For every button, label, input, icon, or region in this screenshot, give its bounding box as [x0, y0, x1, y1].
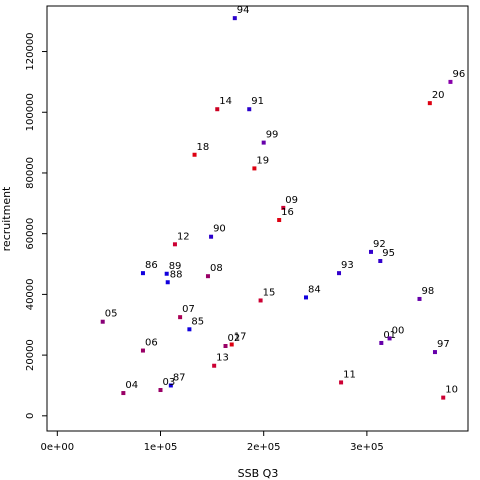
data-point: [281, 205, 286, 210]
y-axis: 0 20000 40000 60000 80000 100000 120000: [25, 32, 47, 419]
data-point: [164, 271, 169, 276]
point-label: 95: [382, 248, 395, 259]
point-label: 14: [219, 96, 232, 107]
data-point: [209, 234, 214, 239]
point-label: 98: [422, 286, 435, 297]
point-label: 11: [343, 369, 356, 380]
point-label: 99: [266, 130, 279, 141]
data-point: [252, 166, 257, 171]
x-tick-label: 1e+05: [144, 442, 178, 453]
data-point: [172, 242, 177, 247]
point-label: 90: [213, 224, 226, 235]
data-point: [369, 249, 374, 254]
y-tick-label: 20000: [25, 339, 36, 371]
point-label: 06: [145, 338, 158, 349]
data-point: [158, 388, 163, 393]
data-point: [303, 295, 308, 300]
point-label: 91: [251, 96, 264, 107]
data-point: [379, 340, 384, 345]
point-label: 93: [341, 260, 354, 271]
point-label: 01: [383, 330, 396, 341]
data-point: [232, 16, 237, 21]
point-label: 88: [170, 269, 183, 280]
point-label: 97: [437, 339, 450, 350]
data-point: [339, 380, 344, 385]
point-label: 19: [256, 155, 269, 166]
y-tick-label: 120000: [25, 32, 36, 70]
data-point: [165, 280, 170, 285]
data-point: [378, 259, 383, 263]
x-axis: 0e+00 1e+05 2e+05 3e+05: [41, 431, 384, 453]
data-point: [441, 395, 446, 400]
y-tick-label: 60000: [25, 218, 36, 250]
point-label: 17: [234, 331, 247, 342]
data-point: [205, 274, 210, 279]
data-point: [229, 342, 234, 347]
data-point: [140, 348, 145, 353]
data-point: [215, 107, 220, 112]
point-label: 00: [392, 325, 405, 336]
data-point: [212, 363, 217, 368]
point-label: 15: [263, 287, 276, 298]
point-label: 07: [182, 304, 195, 315]
data-point: [192, 152, 197, 157]
y-axis-title: recruitment: [0, 186, 13, 251]
point-label: 20: [432, 90, 445, 101]
point-label: 04: [125, 380, 138, 391]
x-tick-label: 0e+00: [41, 442, 75, 453]
point-label: 84: [308, 284, 321, 295]
y-tick-label: 80000: [25, 157, 36, 189]
plot-frame: [46, 5, 469, 432]
data-point: [223, 344, 228, 348]
point-label: 86: [145, 260, 158, 271]
data-point: [168, 383, 173, 388]
point-label: 94: [237, 5, 250, 16]
data-point: [121, 391, 126, 396]
y-tick-label: 100000: [25, 93, 36, 131]
y-tick-label: 40000: [25, 278, 36, 310]
point-label: 87: [173, 372, 186, 383]
point-label: 13: [216, 353, 229, 364]
point-label: 92: [373, 239, 386, 250]
data-point: [261, 140, 266, 145]
data-point: [187, 327, 192, 332]
data-point: [337, 271, 342, 276]
point-label: 08: [210, 263, 223, 274]
x-tick-label: 3e+05: [350, 442, 384, 453]
point-label: 96: [452, 69, 465, 80]
point-label: 85: [191, 316, 204, 327]
point-label: 10: [445, 385, 458, 396]
data-point: [178, 315, 183, 320]
point-label: 02: [228, 333, 241, 344]
data-point: [387, 336, 392, 341]
data-point: [417, 296, 422, 301]
data-point: [432, 350, 437, 355]
point-label: 05: [105, 309, 118, 320]
data-point: [427, 101, 432, 106]
point-label: 09: [285, 195, 298, 206]
y-tick-label: 0: [25, 413, 36, 419]
point-label: 18: [197, 142, 210, 153]
point-label: 16: [281, 207, 294, 218]
x-axis-title: SSB Q3: [238, 467, 279, 480]
point-label: 12: [177, 231, 190, 242]
data-point: [247, 107, 252, 112]
data-point: [140, 271, 145, 276]
data-point: [100, 319, 105, 324]
x-tick-label: 2e+05: [247, 442, 281, 453]
data-point: [448, 79, 453, 84]
point-label: 03: [163, 377, 176, 388]
data-point: [258, 298, 263, 303]
point-label: 89: [169, 261, 182, 272]
data-point: [277, 218, 282, 223]
